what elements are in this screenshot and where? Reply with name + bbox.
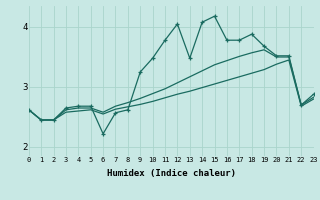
X-axis label: Humidex (Indice chaleur): Humidex (Indice chaleur) [107, 169, 236, 178]
